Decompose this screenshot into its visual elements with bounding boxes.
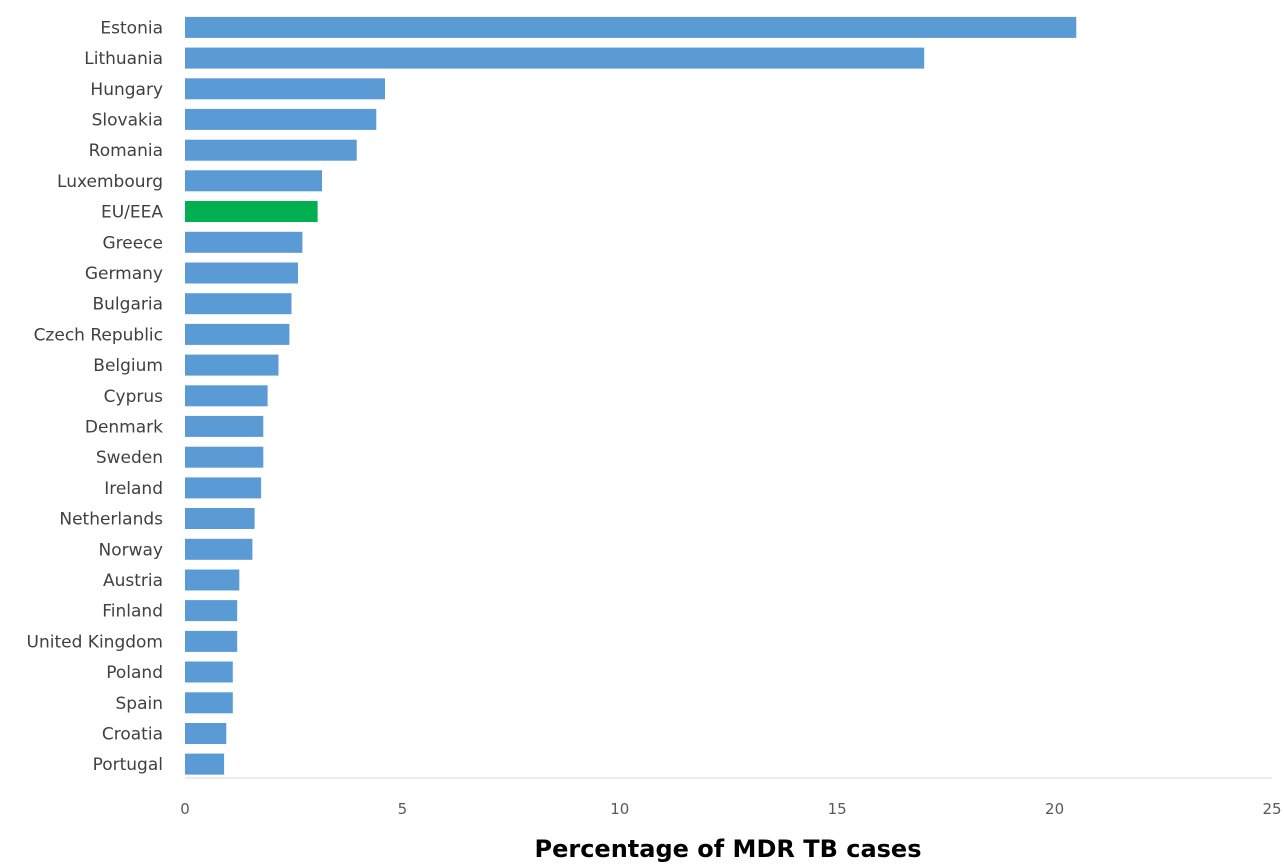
bar-czech-republic xyxy=(185,323,290,345)
x-tick-labels-group: 0 5 10 15 20 25 xyxy=(180,800,1281,818)
bars-group xyxy=(185,16,1077,775)
x-tick-label-10: 10 xyxy=(610,800,629,818)
category-label-greece: Greece xyxy=(102,233,163,253)
bar-slovakia xyxy=(185,108,377,130)
category-label-cyprus: Cyprus xyxy=(104,387,163,407)
category-label-romania: Romania xyxy=(89,141,163,161)
category-label-bulgaria: Bulgaria xyxy=(93,295,164,315)
category-label-hungary: Hungary xyxy=(90,80,163,100)
bar-estonia xyxy=(185,16,1077,38)
bar-germany xyxy=(185,262,298,284)
bar-portugal xyxy=(185,753,225,775)
bar-finland xyxy=(185,600,238,622)
bar-sweden xyxy=(185,446,264,468)
x-tick-label-5: 5 xyxy=(398,800,408,818)
bar-lithuania xyxy=(185,47,925,69)
category-label-portugal: Portugal xyxy=(93,755,163,775)
bar-romania xyxy=(185,139,357,161)
bar-united-kingdom xyxy=(185,630,238,652)
bar-norway xyxy=(185,538,253,560)
category-label-norway: Norway xyxy=(99,540,164,560)
category-label-lithuania: Lithuania xyxy=(84,49,163,69)
bar-luxembourg xyxy=(185,170,322,192)
bar-denmark xyxy=(185,415,264,437)
category-label-ireland: Ireland xyxy=(104,479,163,499)
category-label-germany: Germany xyxy=(85,264,163,284)
category-label-poland: Poland xyxy=(106,663,163,683)
category-label-denmark: Denmark xyxy=(85,417,163,437)
bar-hungary xyxy=(185,78,385,100)
bar-croatia xyxy=(185,723,227,744)
bar-spain xyxy=(185,692,233,714)
bar-netherlands xyxy=(185,508,255,529)
category-label-austria: Austria xyxy=(103,571,163,591)
category-label-luxembourg: Luxembourg xyxy=(57,172,163,192)
category-labels-group: Estonia Lithuania Hungary Slovakia Romania Lu… xyxy=(27,18,164,775)
category-label-estonia: Estonia xyxy=(100,18,163,38)
bar-austria xyxy=(185,569,240,591)
category-label-finland: Finland xyxy=(102,602,163,622)
bar-poland xyxy=(185,661,233,683)
category-label-czech-republic: Czech Republic xyxy=(34,325,163,345)
x-tick-label-0: 0 xyxy=(180,800,190,818)
bar-ireland xyxy=(185,477,262,499)
category-label-belgium: Belgium xyxy=(93,356,163,376)
x-tick-label-20: 20 xyxy=(1045,800,1064,818)
x-tick-label-25: 25 xyxy=(1262,800,1281,818)
bar-bulgaria xyxy=(185,293,292,315)
category-label-united-kingdom: United Kingdom xyxy=(27,632,163,652)
bar-belgium xyxy=(185,354,279,376)
bar-cyprus xyxy=(185,385,268,407)
category-label-spain: Spain xyxy=(116,694,164,714)
category-label-sweden: Sweden xyxy=(96,448,163,468)
bar-greece xyxy=(185,231,303,253)
category-label-eu-eea: EU/EEA xyxy=(101,203,163,223)
x-axis-title: Percentage of MDR TB cases xyxy=(535,835,922,863)
category-label-netherlands: Netherlands xyxy=(59,510,163,530)
bar-eu-eea xyxy=(185,201,318,222)
category-label-croatia: Croatia xyxy=(102,725,163,745)
category-label-slovakia: Slovakia xyxy=(92,110,163,130)
x-tick-label-15: 15 xyxy=(828,800,847,818)
